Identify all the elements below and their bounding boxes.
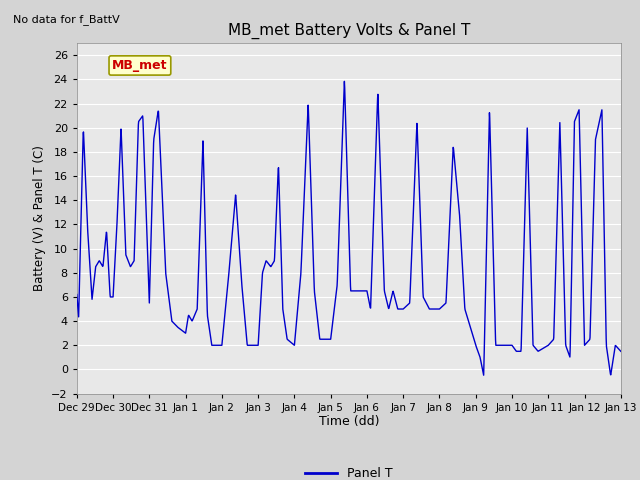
Legend: Panel T: Panel T	[300, 462, 397, 480]
Text: MB_met: MB_met	[112, 59, 168, 72]
Text: No data for f_BattV: No data for f_BattV	[13, 14, 120, 25]
Title: MB_met Battery Volts & Panel T: MB_met Battery Volts & Panel T	[228, 23, 470, 39]
Y-axis label: Battery (V) & Panel T (C): Battery (V) & Panel T (C)	[33, 145, 45, 291]
X-axis label: Time (dd): Time (dd)	[319, 415, 379, 429]
